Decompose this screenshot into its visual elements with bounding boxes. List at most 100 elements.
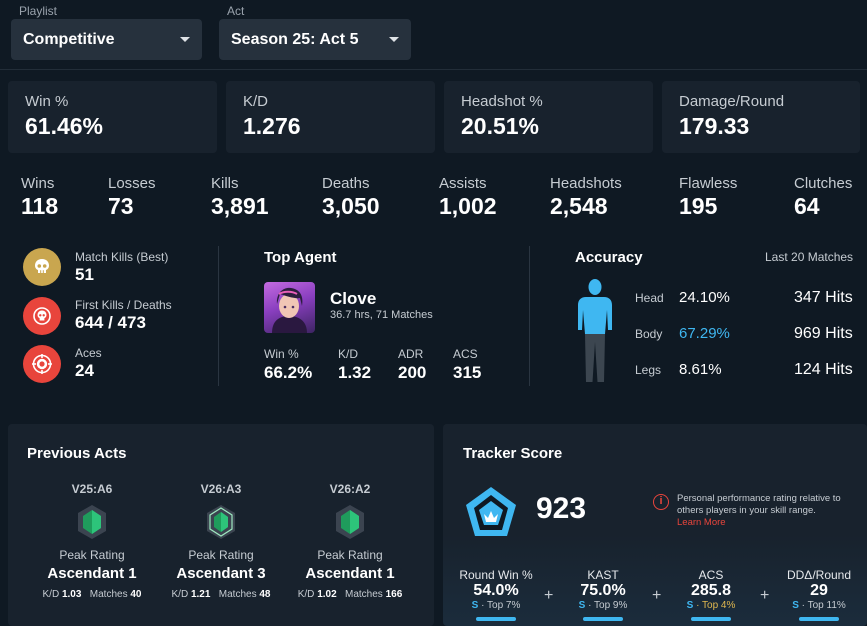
act-rank: Ascendant 1 [305, 565, 395, 582]
act-card[interactable]: V26:A3 Peak Rating Ascendant 3 K/D 1.21 … [157, 482, 285, 600]
rank-emblem-icon [157, 502, 285, 542]
metric-bar [799, 617, 839, 621]
agent-stat-label: K/D [338, 347, 359, 361]
act-rank: Ascendant 1 [47, 565, 137, 582]
card-value: 179.33 [679, 113, 750, 139]
highlight-value: 644 / 473 [75, 313, 146, 332]
rank-emblem-icon [28, 502, 156, 542]
stat-label: Losses [108, 175, 156, 192]
peak-rating-label: Peak Rating [188, 548, 254, 562]
metric-value: 54.0% [473, 582, 519, 599]
highlight-value: 24 [75, 361, 94, 380]
highlight-aces: Aces 24 [75, 346, 102, 381]
highlight-label: Aces [75, 346, 102, 360]
accuracy-head-label: Head [635, 291, 664, 305]
metric-grade: S [578, 600, 586, 611]
stat-label: Wins [21, 175, 55, 192]
kd-label: K/D [171, 589, 189, 600]
stat-wins: Wins 118 [21, 175, 58, 220]
stat-value: 195 [679, 193, 718, 219]
agent-name: Clove [330, 289, 377, 308]
highlight-first-kills: First Kills / Deaths 644 / 473 [75, 298, 172, 333]
act-card[interactable]: V26:A2 Peak Rating Ascendant 1 K/D 1.02 … [286, 482, 414, 600]
stat-kills: Kills 3,891 [211, 175, 269, 220]
learn-more-link[interactable]: Learn More [677, 517, 726, 528]
agent-stat-label: ACS [453, 347, 478, 361]
agent-stat-value: 315 [453, 363, 482, 382]
act-label: Act [227, 4, 245, 18]
accuracy-body-hits: 969 Hits [794, 325, 853, 342]
plus-icon: + [544, 587, 554, 604]
act-card[interactable]: V25:A6 Peak Rating Ascendant 1 K/D 1.03 … [28, 482, 156, 600]
metric-top: · Top 9% [588, 600, 628, 611]
playlist-label: Playlist [19, 4, 58, 18]
card-label: K/D [243, 93, 269, 110]
metric-value: 285.8 [690, 582, 732, 599]
stat-clutches: Clutches 64 [794, 175, 852, 220]
highlight-value: 51 [75, 265, 94, 284]
act-value: Season 25: Act 5 [231, 30, 359, 48]
stat-label: Deaths [322, 175, 370, 192]
peak-rating-label: Peak Rating [317, 548, 383, 562]
divider [218, 246, 219, 386]
act-rank: Ascendant 3 [176, 565, 266, 582]
highlight-label: Match Kills (Best) [75, 250, 169, 264]
stat-deaths: Deaths 3,050 [322, 175, 380, 220]
card-value: 20.51% [461, 113, 540, 139]
act-dropdown[interactable]: Season 25: Act 5 [219, 19, 411, 60]
stat-label: Flawless [679, 175, 738, 192]
agent-stat-value: 200 [398, 363, 427, 382]
matches-label: Matches [89, 589, 128, 600]
metric-grade: S [792, 600, 799, 611]
kd-label: K/D [42, 589, 60, 600]
peak-rating-label: Peak Rating [59, 548, 125, 562]
card-label: Damage/Round [679, 93, 785, 110]
matches-value: 48 [259, 589, 271, 600]
tracker-metric-dd-delta: DDΔ/Round 29 S · Top 11% [778, 568, 860, 621]
agent-stat-acs: ACS 315 [453, 347, 481, 383]
kd-label: K/D [297, 589, 315, 600]
metric-top: · Top 11% [801, 600, 846, 611]
highlight-match-kills: Match Kills (Best) 51 [75, 250, 168, 285]
accuracy-legs-pct: 8.61% [679, 361, 722, 378]
stat-value: 73 [108, 193, 134, 219]
info-icon[interactable]: i [653, 494, 669, 510]
accuracy-body-label: Body [635, 327, 663, 341]
agent-avatar[interactable] [264, 282, 315, 333]
rank-emblem-icon [286, 502, 414, 542]
accuracy-body-pct: 67.29% [679, 325, 730, 342]
agent-stat-win-pct: Win % 66.2% [264, 347, 312, 383]
agent-stat-label: ADR [398, 347, 424, 361]
stat-label: Assists [439, 175, 487, 192]
metric-bar [476, 617, 516, 621]
metric-rank: S · Top 4% [670, 600, 752, 611]
metric-value: 29 [810, 582, 828, 599]
act-code: V26:A2 [329, 482, 371, 496]
plus-icon: + [652, 587, 662, 604]
stat-assists: Assists 1,002 [439, 175, 497, 220]
metric-label: DDΔ/Round [786, 568, 852, 582]
stat-value: 3,050 [322, 193, 380, 219]
act-footer: K/D 1.21 Matches 48 [157, 589, 285, 600]
card-label: Headshot % [461, 93, 543, 110]
accuracy-legs-hits: 124 Hits [794, 361, 853, 378]
agent-stat-kd: K/D 1.32 [338, 347, 371, 383]
stat-label: Kills [211, 175, 239, 192]
playlist-value: Competitive [23, 30, 115, 48]
first-blood-icon [23, 297, 61, 335]
accuracy-head-pct: 24.10% [679, 289, 730, 306]
metric-bar [583, 617, 623, 621]
stat-flawless: Flawless 195 [679, 175, 737, 220]
stat-card-damage-round: Damage/Round 179.33 [662, 81, 860, 153]
playlist-dropdown[interactable]: Competitive [11, 19, 202, 60]
stat-losses: Losses 73 [108, 175, 156, 220]
agent-stat-adr: ADR 200 [398, 347, 426, 383]
tracker-score-info: Personal performance rating relative to … [677, 493, 841, 516]
divider [529, 246, 530, 386]
accuracy-subtitle: Last 20 Matches [765, 250, 854, 264]
agent-stat-label: Win % [264, 347, 299, 361]
accuracy-legs-label: Legs [635, 363, 662, 377]
agent-stat-value: 66.2% [264, 363, 313, 382]
act-code: V25:A6 [71, 482, 113, 496]
highlight-label: First Kills / Deaths [75, 298, 172, 312]
